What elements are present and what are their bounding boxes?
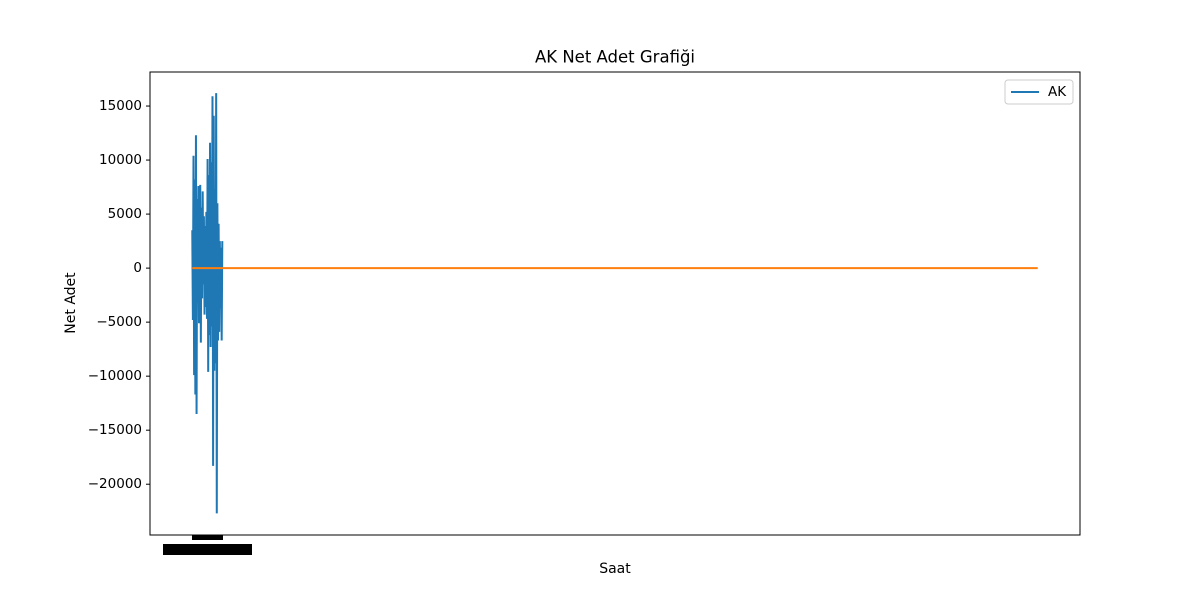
y-axis-label: Net Adet	[63, 272, 79, 334]
series-line	[191, 93, 224, 514]
y-tick-label: −10000	[88, 368, 142, 384]
y-tick-label: 15000	[99, 98, 142, 114]
y-tick-label: −15000	[88, 422, 142, 438]
y-tick-label: 10000	[99, 152, 142, 168]
x-tick-cluster	[192, 535, 223, 540]
y-tick-label: −5000	[96, 314, 142, 330]
plot-frame	[149, 71, 1081, 536]
x-tick-labels-overlap	[163, 544, 252, 555]
legend-label: AK	[1048, 84, 1067, 100]
chart-title: AK Net Adet Grafiği	[535, 48, 695, 67]
x-axis-label: Saat	[599, 561, 631, 577]
y-tick-label: 0	[133, 260, 142, 276]
y-tick-label: −20000	[88, 476, 142, 492]
y-tick-label: 5000	[108, 206, 142, 222]
